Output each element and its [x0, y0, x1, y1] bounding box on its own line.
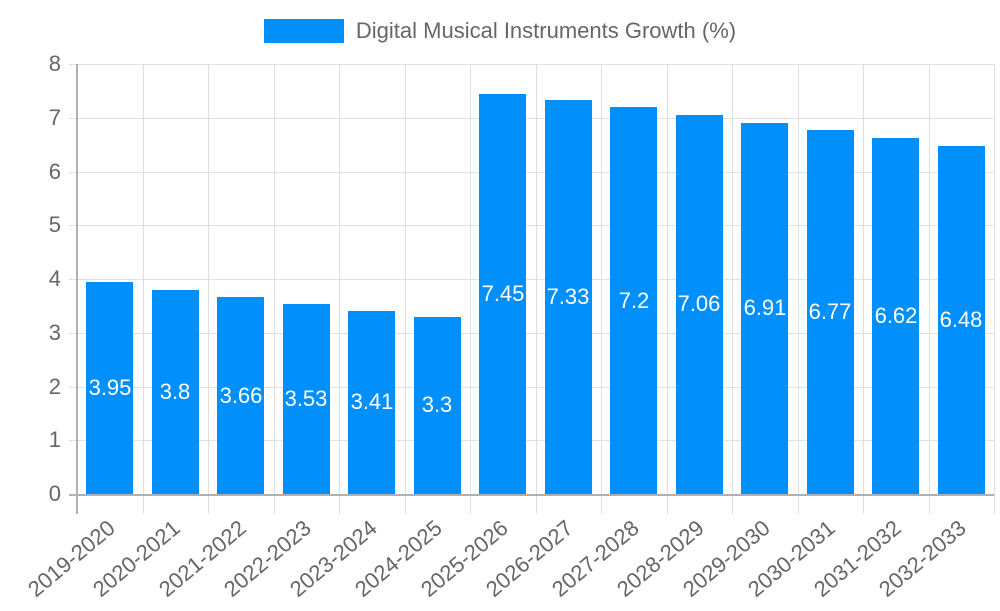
- gridline-vertical: [470, 64, 471, 514]
- gridline-horizontal: [69, 225, 994, 226]
- bar[interactable]: [348, 311, 395, 494]
- bar-value-label: 7.06: [677, 291, 721, 316]
- gridline-horizontal: [69, 172, 994, 173]
- bar[interactable]: [217, 297, 264, 494]
- bar[interactable]: [938, 146, 985, 494]
- gridline-vertical: [929, 64, 930, 514]
- legend-label: Digital Musical Instruments Growth (%): [355, 18, 737, 43]
- gridline-horizontal: [69, 440, 994, 441]
- bar-value-label: 3.41: [350, 389, 394, 414]
- bar[interactable]: [872, 138, 919, 494]
- gridline-vertical: [339, 64, 340, 514]
- chart-legend[interactable]: Digital Musical Instruments Growth (%): [0, 18, 1000, 44]
- bar[interactable]: [676, 115, 723, 494]
- bar-value-label: 7.2: [618, 288, 650, 313]
- bar-value-label: 6.48: [939, 307, 983, 332]
- x-axis-line: [69, 494, 994, 496]
- gridline-vertical: [732, 64, 733, 514]
- bar-value-label: 3.66: [219, 383, 263, 408]
- y-axis-tick-label: 5: [48, 212, 61, 237]
- bar[interactable]: [152, 290, 199, 494]
- gridline-vertical: [667, 64, 668, 514]
- bar-value-label: 7.33: [546, 284, 590, 309]
- y-axis-tick-label: 6: [48, 159, 61, 184]
- bar-value-label: 6.91: [743, 295, 787, 320]
- gridline-horizontal: [69, 118, 994, 119]
- y-axis-line: [76, 64, 78, 514]
- y-axis-tick-label: 1: [48, 427, 61, 452]
- bar-value-label: 3.95: [88, 375, 132, 400]
- bar[interactable]: [807, 130, 854, 494]
- bar[interactable]: [610, 107, 657, 494]
- y-axis-tick-label: 2: [48, 374, 61, 399]
- bar-value-label: 3.53: [284, 386, 328, 411]
- bar[interactable]: [479, 94, 526, 494]
- gridline-vertical: [536, 64, 537, 514]
- y-axis-tick-label: 8: [48, 51, 61, 76]
- gridline-horizontal: [69, 387, 994, 388]
- bar-value-label: 3.8: [159, 379, 191, 404]
- y-axis-tick-label: 7: [48, 105, 61, 130]
- bar-value-label: 6.62: [874, 303, 918, 328]
- gridline-horizontal: [69, 279, 994, 280]
- y-axis-tick-label: 0: [48, 481, 61, 506]
- bar[interactable]: [741, 123, 788, 494]
- gridline-vertical: [274, 64, 275, 514]
- gridline-horizontal: [69, 64, 994, 65]
- gridline-vertical: [405, 64, 406, 514]
- gridline-vertical: [208, 64, 209, 514]
- bar[interactable]: [414, 317, 461, 494]
- gridline-horizontal: [69, 333, 994, 334]
- bar-value-label: 6.77: [808, 299, 852, 324]
- bar[interactable]: [545, 100, 592, 494]
- y-axis-tick-label: 3: [48, 320, 61, 345]
- y-axis-tick-label: 4: [48, 266, 61, 291]
- gridline-vertical: [994, 64, 995, 514]
- legend-swatch: [263, 19, 344, 43]
- gridline-vertical: [143, 64, 144, 514]
- bar[interactable]: [283, 304, 330, 494]
- bar-value-label: 3.3: [421, 392, 453, 417]
- bar-value-label: 7.45: [481, 281, 525, 306]
- gridline-vertical: [863, 64, 864, 514]
- gridline-vertical: [798, 64, 799, 514]
- gridline-vertical: [601, 64, 602, 514]
- bar[interactable]: [86, 282, 133, 494]
